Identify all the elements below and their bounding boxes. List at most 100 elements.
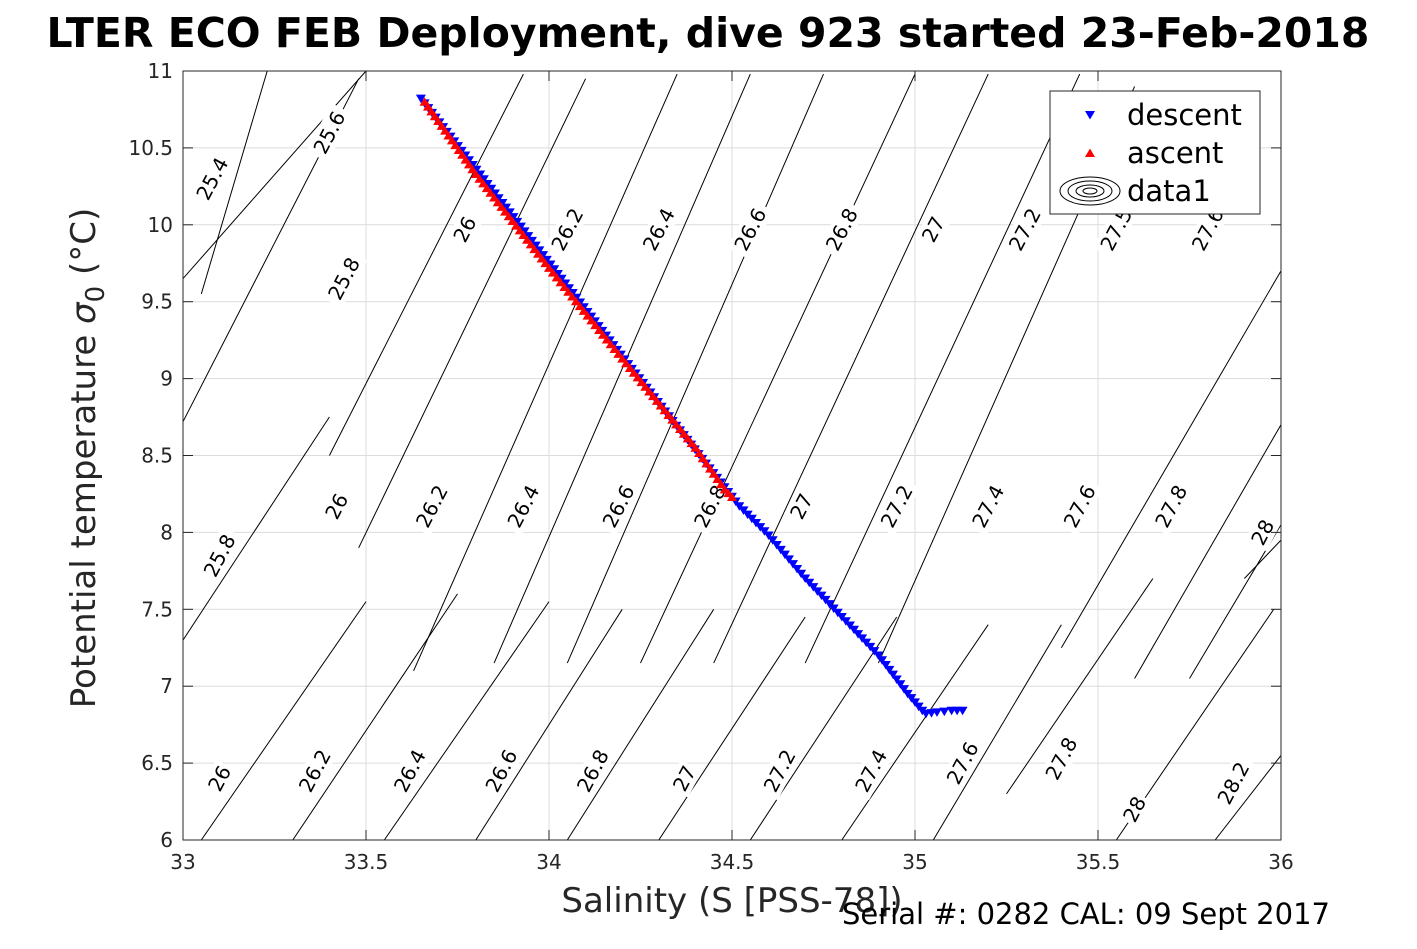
ascent-point xyxy=(500,207,511,216)
contour-label-bg xyxy=(915,210,951,249)
ascent-point xyxy=(640,382,651,391)
contour-label-group: 26 xyxy=(201,759,238,798)
ascent-point xyxy=(496,202,507,211)
chart-title: LTER ECO FEB Deployment, dive 923 starte… xyxy=(47,9,1370,57)
y-tick-label: 11 xyxy=(148,59,173,83)
contour-label-bg xyxy=(500,476,547,536)
isopycnal-25.8 xyxy=(183,416,330,641)
contour-label: 27 xyxy=(785,489,818,523)
ascent-point xyxy=(433,116,444,126)
descent-point xyxy=(526,236,537,246)
descent-point xyxy=(828,604,839,613)
ascent-point xyxy=(712,474,723,483)
descent-point xyxy=(857,634,868,643)
descent-point xyxy=(800,574,811,584)
ascent-point xyxy=(518,230,529,240)
contour-label: 26 xyxy=(448,213,481,247)
contour-label-bg xyxy=(569,741,617,801)
contour-label-group: 27.2 xyxy=(873,476,920,536)
legend-ascent-marker xyxy=(1085,148,1095,157)
isopycnal-25.6 xyxy=(200,71,268,295)
contour-label-bg xyxy=(189,149,236,209)
contour-label-bg xyxy=(1147,476,1195,536)
ascent-point xyxy=(636,377,647,387)
isopycnal-26.8 xyxy=(566,73,824,664)
descent-point xyxy=(556,274,567,284)
descent-point xyxy=(873,651,884,660)
contour-label-bg xyxy=(595,476,642,536)
contour-label-group: 25.6 xyxy=(306,103,353,162)
contour-label-bg xyxy=(478,741,525,801)
legend-descent-marker xyxy=(1085,111,1095,120)
legend-contour-icon xyxy=(1082,187,1098,195)
x-axis-label: Salinity (S [PSS-78]) xyxy=(561,881,902,921)
descent-point xyxy=(552,270,563,279)
descent-point xyxy=(779,550,790,560)
ascent-point xyxy=(594,325,605,334)
descent-point xyxy=(880,661,891,670)
y-tick-label: 8 xyxy=(160,520,173,544)
isopycnal-26.6 xyxy=(475,609,623,840)
contour-label-group: 26.2 xyxy=(544,199,591,259)
ascent-point xyxy=(481,183,492,193)
contour-label-group: 27 xyxy=(783,487,820,526)
ascent-point xyxy=(586,315,597,325)
ascent-point xyxy=(705,464,716,473)
descent-point xyxy=(515,222,526,232)
contour-label-bg xyxy=(847,741,895,801)
descent-point xyxy=(884,665,895,675)
ascent-point xyxy=(474,174,485,183)
contour-label-bg xyxy=(386,741,434,801)
x-tick-label: 34.5 xyxy=(710,850,755,874)
ascent-point xyxy=(686,438,697,448)
descent-point xyxy=(478,175,489,184)
isopycnal-27 xyxy=(658,616,806,840)
contour-label-bg xyxy=(1093,199,1140,259)
descent-point xyxy=(545,260,556,270)
contour-label-bg xyxy=(408,476,456,536)
ascent-point xyxy=(697,453,708,463)
contour-label-group: 28 xyxy=(1116,790,1153,829)
y-tick-label: 6 xyxy=(160,828,173,852)
descent-point xyxy=(899,685,910,694)
contour-label-bg xyxy=(201,759,238,798)
descent-point xyxy=(501,203,512,213)
ascent-point xyxy=(671,419,682,429)
y-axis-label: Potential temperature σ0 (°C) xyxy=(64,208,111,708)
descent-point xyxy=(877,656,888,665)
isopycnal-28.2 xyxy=(1214,755,1281,840)
y-axis-label-sub: 0 xyxy=(81,286,111,303)
descent-point xyxy=(497,198,508,208)
y-tick-label: 10.5 xyxy=(128,136,173,160)
isopycnal-27 xyxy=(640,73,916,664)
ascent-point xyxy=(559,282,570,291)
legend-data1-label: data1 xyxy=(1127,174,1211,208)
descent-point xyxy=(836,612,847,622)
x-tick-label: 35 xyxy=(902,850,927,874)
isopycnal-26.6 xyxy=(493,73,751,664)
ascent-point xyxy=(522,235,533,244)
ascent-point xyxy=(716,479,727,489)
y-tick-label: 8.5 xyxy=(141,444,173,468)
ascent-point xyxy=(582,311,593,320)
ascent-point xyxy=(667,415,678,424)
descent-point xyxy=(771,541,782,550)
contour-label-group: 26.4 xyxy=(500,476,547,536)
legend-contour-icon xyxy=(1075,184,1105,198)
ascent-point xyxy=(563,287,574,296)
contour-label-bg xyxy=(319,487,355,526)
contour-label-group: 27.6 xyxy=(1056,476,1103,536)
contour-label: 28 xyxy=(1118,792,1151,826)
ascent-point xyxy=(708,469,719,478)
ascent-point xyxy=(632,372,643,382)
contour-label-group: 26.6 xyxy=(727,199,774,259)
ascent-point xyxy=(590,320,601,330)
contour-label-group: 26.4 xyxy=(386,741,434,801)
contour-label-bg xyxy=(196,526,243,585)
ascent-point xyxy=(429,111,440,121)
descent-point xyxy=(534,246,545,255)
contour-label-bg xyxy=(1001,199,1049,259)
isopycnal-26.2 xyxy=(292,593,458,840)
descent-point xyxy=(493,194,504,203)
density-contours xyxy=(183,71,1281,840)
